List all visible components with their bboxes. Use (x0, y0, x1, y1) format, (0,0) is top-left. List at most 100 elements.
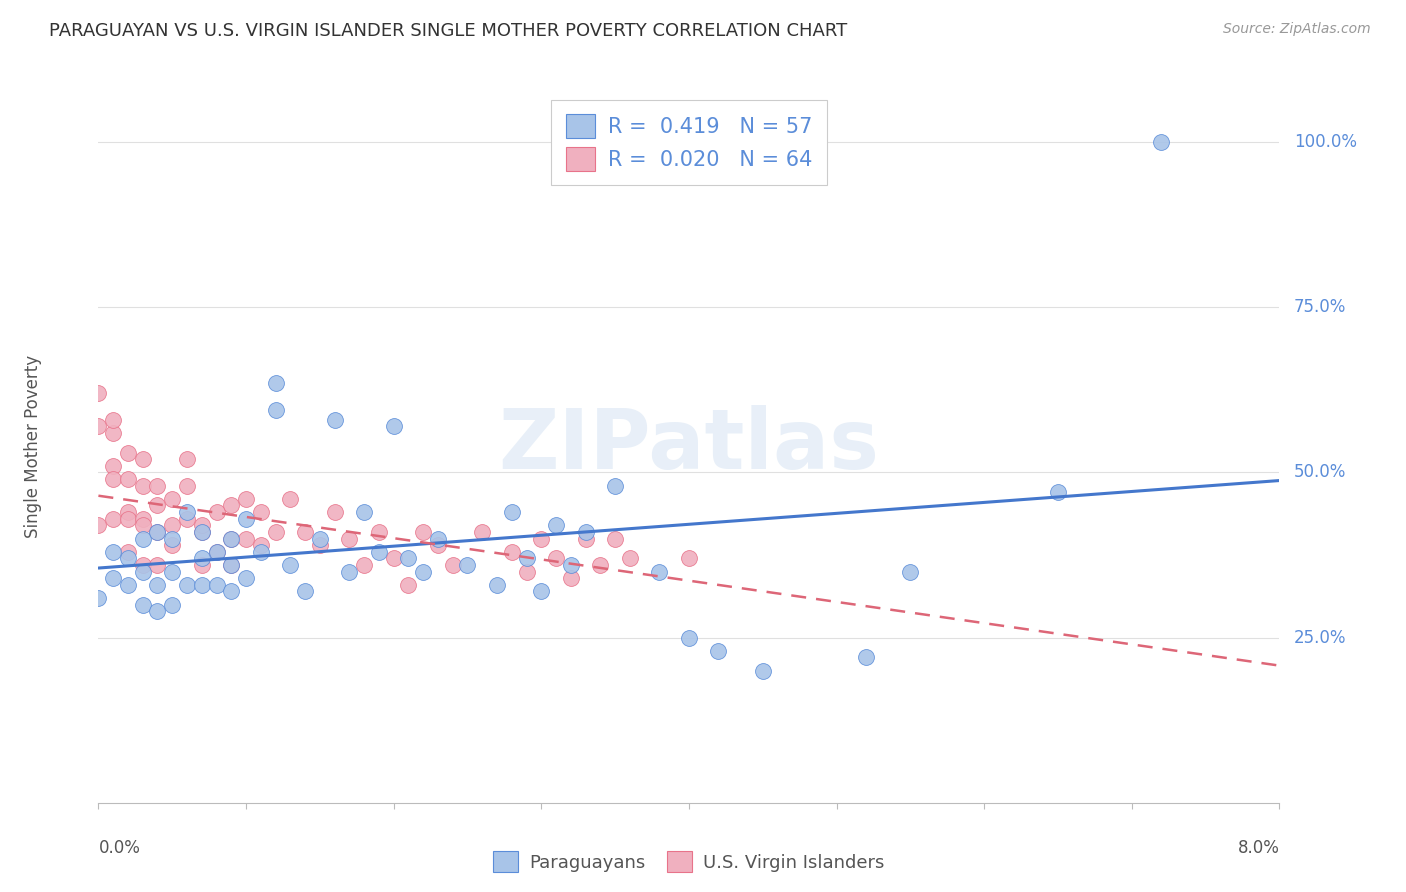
Text: 25.0%: 25.0% (1294, 629, 1346, 647)
Point (560, 558, 582, 572)
Point (176, 505, 198, 519)
Point (485, 578, 508, 592)
Point (132, 558, 155, 572)
Point (219, 558, 242, 572)
Text: Single Mother Poverty: Single Mother Poverty (24, 354, 42, 538)
Point (367, 524, 389, 539)
Point (855, 650, 877, 665)
Point (146, 558, 169, 572)
Point (1046, 485, 1069, 500)
Point (235, 511, 257, 525)
Point (530, 584, 553, 599)
Point (515, 565, 537, 579)
Point (219, 558, 242, 572)
Point (103, 472, 124, 486)
Point (219, 499, 242, 513)
Point (574, 532, 596, 546)
Point (87, 386, 110, 401)
Point (219, 532, 242, 546)
Point (235, 532, 257, 546)
Point (367, 545, 389, 559)
Point (323, 505, 346, 519)
Point (278, 491, 301, 506)
Point (294, 584, 316, 599)
Point (264, 376, 287, 391)
Text: Source: ZipAtlas.com: Source: ZipAtlas.com (1223, 22, 1371, 37)
Text: 100.0%: 100.0% (1294, 133, 1357, 151)
Point (678, 631, 700, 645)
Point (205, 578, 228, 592)
Point (103, 412, 124, 426)
Point (146, 524, 169, 539)
Point (146, 478, 169, 492)
Point (103, 425, 124, 440)
Point (103, 571, 124, 585)
Point (191, 524, 214, 539)
Point (191, 551, 214, 566)
Point (205, 505, 228, 519)
Point (235, 571, 257, 585)
Point (589, 558, 612, 572)
Point (117, 445, 139, 459)
Point (219, 532, 242, 546)
Point (117, 511, 139, 525)
Point (426, 538, 449, 552)
Point (501, 545, 523, 559)
Text: 8.0%: 8.0% (1237, 839, 1279, 857)
Point (382, 419, 405, 434)
Point (530, 532, 553, 546)
Point (176, 511, 198, 525)
Point (323, 412, 346, 426)
Point (235, 491, 257, 506)
Point (162, 518, 183, 533)
Point (146, 499, 169, 513)
Point (205, 545, 228, 559)
Point (560, 571, 582, 585)
Point (605, 532, 627, 546)
Point (501, 505, 523, 519)
Point (132, 565, 155, 579)
Point (117, 472, 139, 486)
Point (132, 511, 155, 525)
Text: ZIPatlas: ZIPatlas (499, 406, 879, 486)
Point (219, 584, 242, 599)
Point (103, 458, 124, 473)
Point (278, 558, 301, 572)
Point (117, 578, 139, 592)
Point (87, 591, 110, 605)
Point (176, 452, 198, 467)
Point (103, 511, 124, 525)
Point (353, 558, 375, 572)
Point (396, 551, 419, 566)
Point (162, 565, 183, 579)
Point (707, 644, 730, 658)
Point (382, 551, 405, 566)
Point (132, 478, 155, 492)
Point (308, 538, 332, 552)
Point (353, 505, 375, 519)
Point (412, 565, 434, 579)
Point (117, 551, 139, 566)
Point (751, 664, 773, 678)
Point (132, 532, 155, 546)
Point (146, 524, 169, 539)
Point (117, 505, 139, 519)
Point (456, 558, 478, 572)
Point (162, 532, 183, 546)
Point (648, 565, 671, 579)
Point (191, 524, 214, 539)
Point (426, 532, 449, 546)
Point (117, 545, 139, 559)
Point (605, 478, 627, 492)
Point (250, 505, 273, 519)
Point (544, 518, 567, 533)
Point (308, 532, 332, 546)
Point (574, 524, 596, 539)
Point (146, 578, 169, 592)
Point (162, 491, 183, 506)
Point (132, 598, 155, 612)
Point (471, 524, 494, 539)
Point (441, 558, 464, 572)
Point (412, 524, 434, 539)
Point (132, 452, 155, 467)
